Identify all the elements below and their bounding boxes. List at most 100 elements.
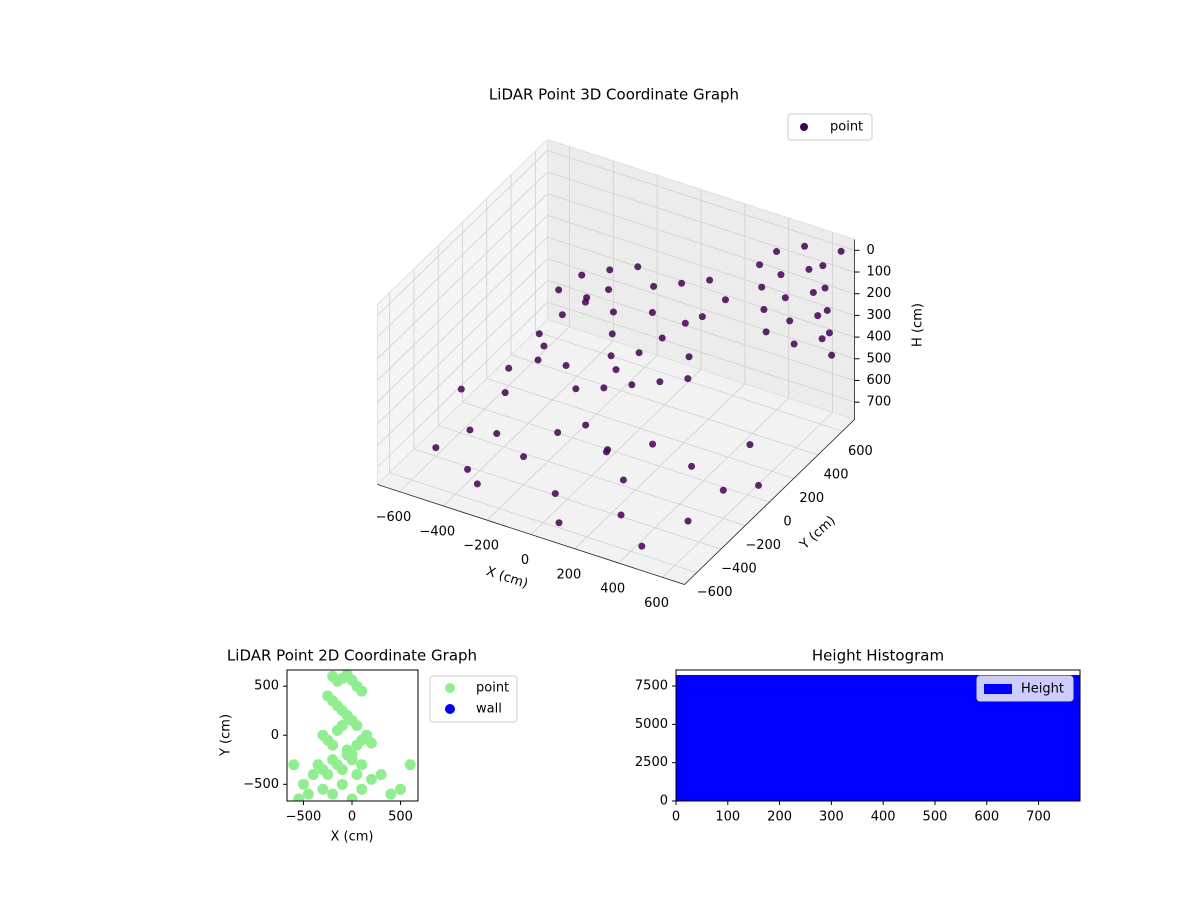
point — [746, 441, 754, 449]
y-tick-label: 5000 — [635, 717, 668, 732]
grid-line — [377, 171, 548, 338]
point — [356, 783, 368, 795]
point — [721, 296, 729, 304]
y-tick-label: −400 — [721, 562, 757, 577]
point — [555, 286, 563, 294]
point — [356, 759, 368, 771]
axes-frame — [675, 669, 1081, 802]
point — [293, 793, 305, 801]
point — [758, 283, 766, 291]
point — [385, 788, 397, 800]
grid-line — [486, 378, 794, 479]
x-tick-label: 700 — [1026, 810, 1051, 825]
x-tick-label: 200 — [767, 810, 792, 825]
point — [606, 266, 614, 274]
point — [365, 773, 377, 785]
point — [649, 440, 657, 448]
point — [501, 389, 509, 397]
point — [681, 319, 689, 327]
z-tick-label: 0 — [867, 243, 875, 258]
grid-line — [377, 280, 548, 446]
x-axis-label: X (cm) — [484, 564, 530, 592]
point — [583, 294, 591, 302]
point — [617, 511, 625, 519]
point — [607, 352, 615, 360]
grid-line — [413, 448, 722, 550]
legend-label: point — [476, 681, 509, 696]
point — [288, 759, 300, 771]
point — [819, 262, 827, 270]
point — [432, 444, 440, 452]
point — [322, 769, 334, 781]
point — [605, 286, 613, 294]
x-tick-label: 500 — [388, 810, 413, 825]
x-tick-label: 600 — [644, 596, 669, 611]
chart-title: LiDAR Point 2D Coordinate Graph — [227, 647, 477, 665]
point — [336, 778, 348, 790]
point — [684, 517, 692, 525]
point — [534, 356, 542, 364]
point — [814, 312, 822, 320]
point — [351, 769, 363, 781]
point — [762, 328, 770, 336]
point — [558, 311, 566, 319]
z-tick-label: 200 — [867, 286, 892, 301]
x-tick-label: 0 — [672, 810, 680, 825]
point — [612, 366, 620, 374]
point — [684, 375, 692, 383]
point — [805, 265, 813, 273]
point — [609, 308, 617, 316]
legend-marker — [984, 684, 1012, 694]
z-tick-label: 300 — [867, 308, 892, 323]
point — [404, 759, 416, 771]
x-tick-label: 0 — [348, 810, 356, 825]
point — [635, 349, 643, 357]
point — [809, 289, 817, 297]
bar — [918, 674, 960, 801]
point — [628, 381, 636, 389]
point — [656, 378, 664, 386]
point — [719, 486, 727, 494]
grid-line — [547, 258, 855, 360]
point — [297, 778, 309, 790]
point — [520, 453, 528, 461]
point — [608, 330, 616, 338]
point — [464, 465, 472, 473]
legend-label: wall — [476, 702, 502, 717]
point — [540, 342, 548, 350]
point — [678, 279, 686, 287]
point — [688, 462, 696, 470]
point — [554, 429, 562, 437]
z-tick-label: 500 — [867, 351, 892, 366]
point — [698, 313, 706, 321]
x-tick-label: 500 — [923, 810, 948, 825]
x-axis-label: X (cm) — [331, 830, 374, 845]
axis-line — [377, 484, 685, 585]
y-tick-label: −600 — [697, 585, 733, 600]
bar — [878, 674, 919, 801]
point — [365, 737, 377, 749]
y-tick-label: 500 — [254, 679, 279, 694]
y-tick-label: 400 — [824, 467, 849, 482]
y-axis-label: Y (cm) — [797, 513, 839, 553]
y-tick-label: 0 — [783, 515, 791, 530]
point — [828, 351, 836, 359]
point — [600, 384, 608, 392]
point — [619, 476, 627, 484]
point — [562, 362, 570, 370]
z-tick-label: 400 — [867, 330, 892, 345]
point — [356, 685, 368, 697]
x-tick-label: 0 — [521, 553, 529, 568]
point — [307, 769, 319, 781]
y-tick-label: −500 — [243, 777, 279, 792]
point — [706, 276, 714, 284]
point — [773, 248, 781, 256]
point — [395, 783, 407, 795]
point — [825, 329, 833, 337]
grid-line — [547, 301, 855, 403]
point — [756, 261, 764, 269]
bar — [676, 674, 717, 801]
grid-line — [377, 258, 548, 425]
x-tick-label: 300 — [819, 810, 844, 825]
point — [801, 242, 809, 250]
